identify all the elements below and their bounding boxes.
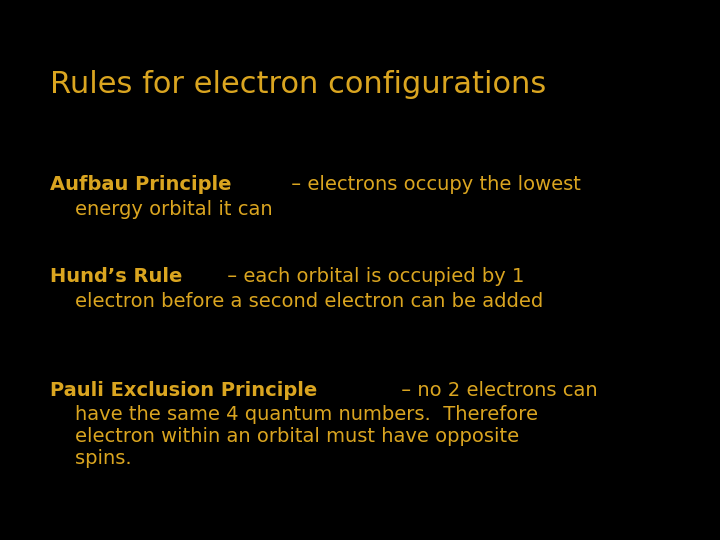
Text: Pauli Exclusion Principle: Pauli Exclusion Principle <box>50 381 318 400</box>
Text: Rules for electron configurations: Rules for electron configurations <box>50 70 546 99</box>
Text: – electrons occupy the lowest: – electrons occupy the lowest <box>284 176 580 194</box>
Text: – no 2 electrons can: – no 2 electrons can <box>395 381 598 400</box>
Text: energy orbital it can: energy orbital it can <box>50 200 273 219</box>
Text: Aufbau Principle: Aufbau Principle <box>50 176 232 194</box>
Text: electron before a second electron can be added: electron before a second electron can be… <box>50 292 544 311</box>
Text: – each orbital is occupied by 1: – each orbital is occupied by 1 <box>221 267 525 286</box>
Text: have the same 4 quantum numbers.  Therefore
    electron within an orbital must : have the same 4 quantum numbers. Therefo… <box>50 406 539 468</box>
Text: Hund’s Rule: Hund’s Rule <box>50 267 183 286</box>
